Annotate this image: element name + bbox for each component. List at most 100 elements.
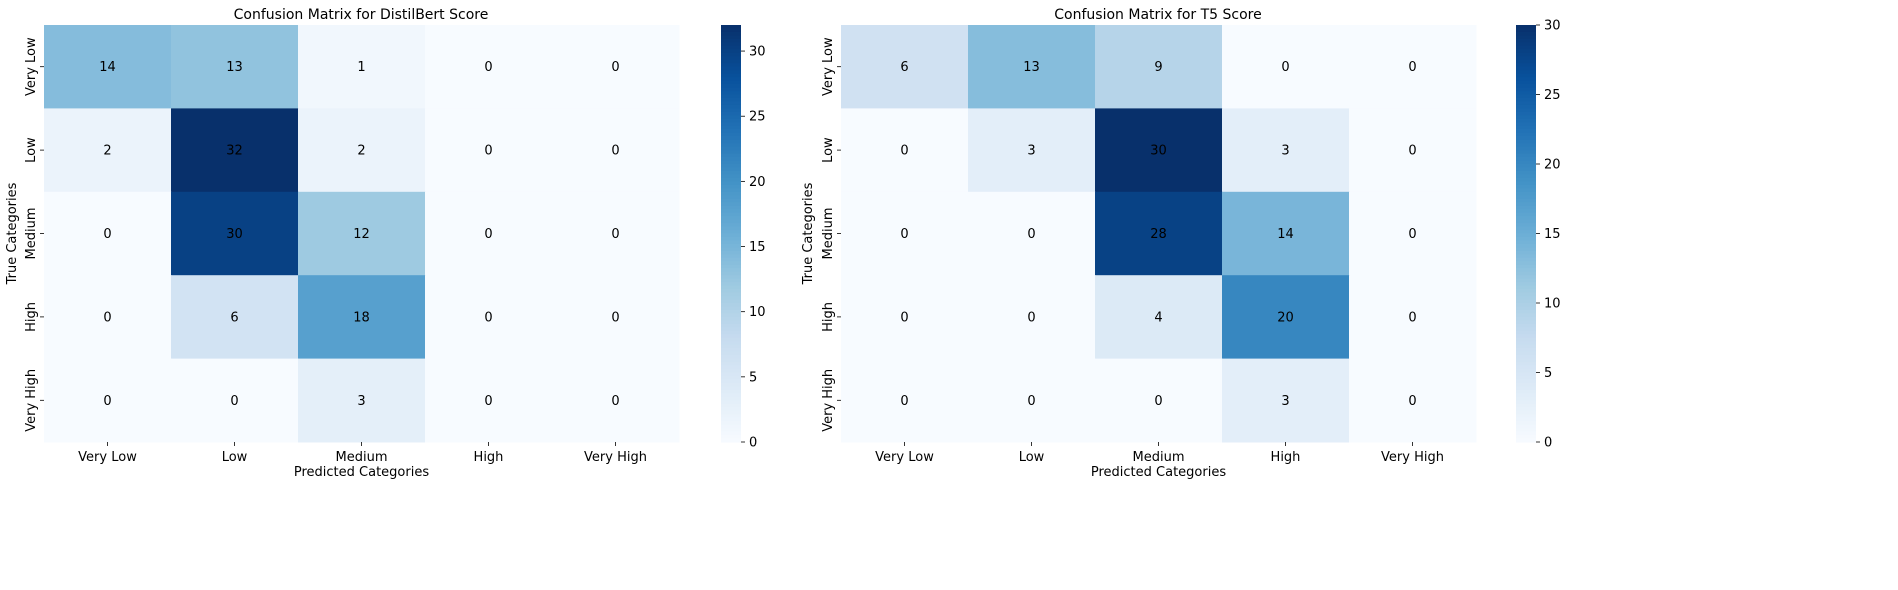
cell-value-label: 28: [1150, 227, 1167, 242]
colorbar-segment: [721, 136, 741, 141]
cell-value-label: 0: [103, 227, 111, 242]
x-axis-label: Predicted Categories: [1091, 465, 1226, 480]
colorbar-segment: [721, 209, 741, 214]
y-tick-label: Very High: [821, 369, 836, 432]
colorbar-segment: [1516, 122, 1536, 127]
colorbar-segment: [1516, 320, 1536, 325]
colorbar-segment: [1516, 91, 1536, 96]
colorbar-segment: [1516, 362, 1536, 367]
colorbar-segment: [1516, 59, 1536, 64]
cell-value-label: 0: [900, 394, 908, 409]
cell-value-label: 32: [226, 144, 243, 159]
cell-value-label: 18: [353, 310, 370, 325]
colorbar-segment: [721, 431, 741, 436]
colorbar-segment: [721, 157, 741, 162]
colorbar-segment: [721, 153, 741, 158]
colorbar-segment: [1516, 157, 1536, 162]
colorbar-segment: [721, 285, 741, 290]
colorbar-segment: [721, 309, 741, 315]
colorbar-segment: [721, 118, 741, 123]
colorbar-segment: [721, 38, 741, 43]
colorbar-segment: [721, 42, 741, 47]
colorbar-segment: [1516, 327, 1536, 332]
colorbar-segment: [721, 271, 741, 276]
cell-value-label: 14: [1277, 227, 1294, 242]
colorbar-segment: [721, 247, 741, 252]
colorbar-segment: [1516, 400, 1536, 405]
colorbar-segment: [1516, 275, 1536, 280]
colorbar-segment: [721, 330, 741, 335]
cell-value-label: 14: [99, 60, 116, 75]
colorbar-segment: [1516, 209, 1536, 214]
x-tick-label: Very High: [1381, 450, 1444, 465]
colorbar-segment: [721, 164, 741, 169]
cell-value-label: 3: [357, 394, 365, 409]
cell-value-label: 0: [900, 144, 908, 159]
colorbar-segment: [721, 146, 741, 151]
heatmap-cell: [298, 275, 426, 360]
colorbar-segment: [721, 438, 741, 443]
colorbar-segment: [721, 337, 741, 342]
colorbar-segment: [721, 240, 741, 245]
colorbar-segment: [721, 91, 741, 96]
chart-title: Confusion Matrix for DistilBert Score: [234, 7, 489, 23]
colorbar-segment: [1516, 66, 1536, 71]
colorbar-segment: [1516, 393, 1536, 398]
colorbar-segment: [1516, 254, 1536, 259]
colorbar-segment: [721, 160, 741, 165]
colorbar-tick-label: 5: [1544, 366, 1552, 381]
colorbar-segment: [1516, 257, 1536, 262]
y-tick-label: High: [24, 302, 39, 332]
heatmap-cell: [968, 275, 1096, 360]
colorbar-segment: [721, 63, 741, 68]
y-tick-label: High: [821, 302, 836, 332]
cell-value-label: 0: [1408, 60, 1416, 75]
colorbar-segment: [721, 184, 741, 189]
colorbar-segment: [1516, 35, 1536, 40]
colorbar-segment: [1516, 389, 1536, 394]
heatmap-cell: [44, 275, 172, 360]
x-tick-label: Very High: [584, 450, 647, 465]
cell-value-label: 0: [1027, 394, 1035, 409]
x-tick-label: Very Low: [875, 450, 934, 465]
heatmap-cell: [1095, 25, 1223, 109]
colorbar-segment: [721, 243, 741, 248]
colorbar-segment: [1516, 146, 1536, 151]
cell-value-label: 0: [611, 394, 619, 409]
colorbar-segment: [1516, 170, 1536, 176]
colorbar-segment: [1516, 150, 1536, 155]
heatmap-panel-1: Confusion Matrix for DistilBert Score 14 1…: [5, 7, 766, 480]
colorbar-segment: [1516, 424, 1536, 429]
heatmap-cell: [1222, 108, 1350, 193]
colorbar-segment: [1516, 45, 1536, 50]
heatmap-cell: [298, 358, 426, 443]
colorbar-segment: [721, 122, 741, 127]
colorbar-segment: [1516, 285, 1536, 290]
cell-value-label: 0: [611, 60, 619, 75]
colorbar-segment: [721, 417, 741, 422]
colorbar-segment: [721, 327, 741, 332]
cell-value-label: 30: [226, 227, 243, 242]
colorbar-segment: [1516, 230, 1536, 235]
colorbar-segment: [721, 195, 741, 200]
colorbar-tick-label: 30: [749, 45, 766, 60]
colorbar-segment: [721, 341, 741, 346]
colorbar-segment: [721, 56, 741, 61]
colorbar-segment: [721, 268, 741, 273]
cell-value-label: 3: [1281, 144, 1289, 159]
colorbar-segment: [721, 188, 741, 193]
colorbar-segment: [721, 143, 741, 148]
y-tick-label: Very Low: [24, 37, 39, 96]
colorbar-segment: [1516, 118, 1536, 123]
colorbar-segment: [1516, 216, 1536, 221]
colorbar-segment: [721, 77, 741, 82]
colorbar-segment: [1516, 160, 1536, 165]
cell-value-label: 0: [1027, 310, 1035, 325]
colorbar-segment: [721, 292, 741, 297]
heatmap-cell: [425, 275, 553, 360]
heatmap-cell: [425, 358, 553, 443]
cell-value-label: 0: [611, 144, 619, 159]
colorbar-segment: [721, 49, 741, 54]
colorbar-segment: [1516, 223, 1536, 228]
heatmap-cell: [425, 25, 553, 109]
